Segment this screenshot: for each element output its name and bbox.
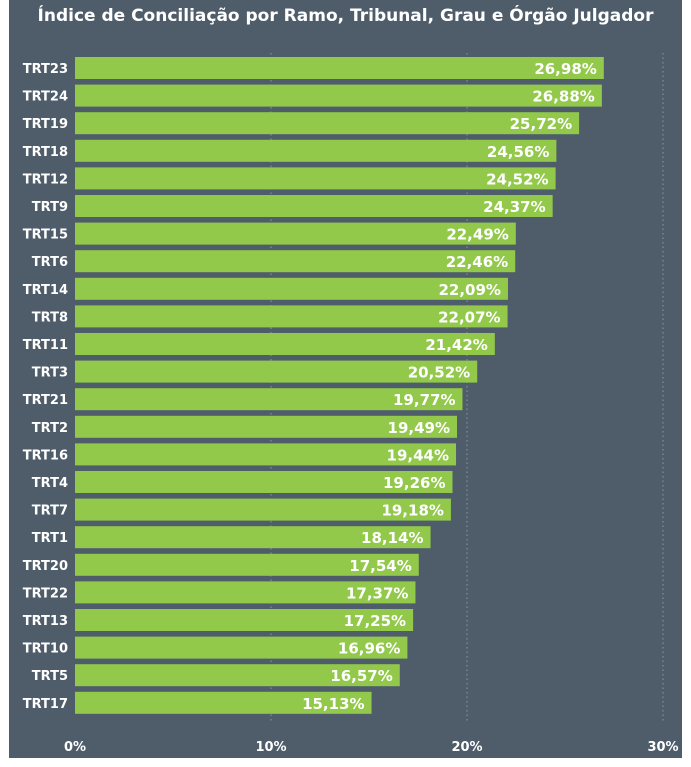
data-label: 22,49% xyxy=(446,226,508,244)
category-label: TRT23 xyxy=(23,62,68,77)
data-label: 17,25% xyxy=(344,612,406,630)
data-label: 19,77% xyxy=(393,391,455,409)
category-label: TRT4 xyxy=(32,476,68,491)
category-label: TRT10 xyxy=(23,642,68,657)
x-tick-label: 0% xyxy=(64,740,86,755)
bar xyxy=(75,167,556,190)
category-label: TRT5 xyxy=(32,669,68,684)
bar xyxy=(75,277,508,300)
category-label: TRT22 xyxy=(23,586,68,601)
bar xyxy=(75,84,602,107)
bar xyxy=(75,112,580,135)
bar xyxy=(75,664,400,687)
data-label: 22,46% xyxy=(446,253,508,271)
data-label: 17,37% xyxy=(346,584,408,602)
bar xyxy=(75,195,553,217)
data-label: 24,56% xyxy=(487,143,549,161)
chart-title: Índice de Conciliação por Ramo, Tribunal… xyxy=(37,6,654,26)
data-label: 24,52% xyxy=(486,170,548,188)
bar xyxy=(75,222,516,245)
data-label: 16,96% xyxy=(338,640,400,658)
category-label: TRT18 xyxy=(23,145,68,160)
bar xyxy=(75,471,453,493)
bar xyxy=(75,498,451,521)
category-label: TRT3 xyxy=(32,366,68,381)
category-label: TRT20 xyxy=(23,559,68,574)
category-label: TRT12 xyxy=(23,172,68,187)
data-label: 19,26% xyxy=(383,474,445,492)
data-label: 20,52% xyxy=(408,364,470,382)
category-label: TRT24 xyxy=(23,90,68,105)
category-label: TRT16 xyxy=(23,448,68,463)
bar xyxy=(75,139,557,162)
bar xyxy=(75,360,478,383)
category-label: TRT15 xyxy=(23,228,68,243)
bar xyxy=(75,691,372,714)
data-label: 22,07% xyxy=(438,308,500,326)
data-label: 19,18% xyxy=(381,502,443,520)
data-label: 25,72% xyxy=(510,115,572,133)
x-tick-label: 20% xyxy=(451,740,482,755)
category-label: TRT1 xyxy=(32,531,68,546)
category-label: TRT11 xyxy=(23,338,68,353)
category-label: TRT19 xyxy=(23,117,68,132)
data-label: 19,44% xyxy=(387,446,449,464)
bar xyxy=(75,305,508,328)
data-label: 15,13% xyxy=(302,695,364,713)
bar xyxy=(75,250,516,273)
bar xyxy=(75,553,419,576)
data-label: 24,37% xyxy=(483,198,545,216)
data-label: 21,42% xyxy=(425,336,487,354)
bar xyxy=(75,57,604,79)
data-label: 26,88% xyxy=(532,88,594,106)
x-tick-label: 10% xyxy=(255,740,286,755)
category-label: TRT21 xyxy=(23,393,68,408)
bar xyxy=(75,443,457,466)
bar xyxy=(75,581,416,604)
data-label: 26,98% xyxy=(534,60,596,78)
bar xyxy=(75,636,408,659)
data-label: 19,49% xyxy=(388,419,450,437)
category-label: TRT6 xyxy=(32,255,68,270)
bar xyxy=(75,609,414,631)
x-tick-label: 30% xyxy=(647,740,678,755)
category-label: TRT7 xyxy=(32,504,68,519)
bar xyxy=(75,415,458,438)
category-label: TRT14 xyxy=(23,283,68,298)
category-label: TRT8 xyxy=(32,310,68,325)
category-label: TRT13 xyxy=(23,614,68,629)
bar xyxy=(75,388,463,411)
bar xyxy=(75,526,431,549)
data-label: 16,57% xyxy=(330,667,392,685)
category-label: TRT9 xyxy=(32,200,68,215)
category-label: TRT2 xyxy=(32,421,68,436)
data-label: 17,54% xyxy=(349,557,411,575)
category-label: TRT17 xyxy=(23,697,68,712)
data-label: 22,09% xyxy=(438,281,500,299)
bar xyxy=(75,333,495,355)
data-label: 18,14% xyxy=(361,529,423,547)
